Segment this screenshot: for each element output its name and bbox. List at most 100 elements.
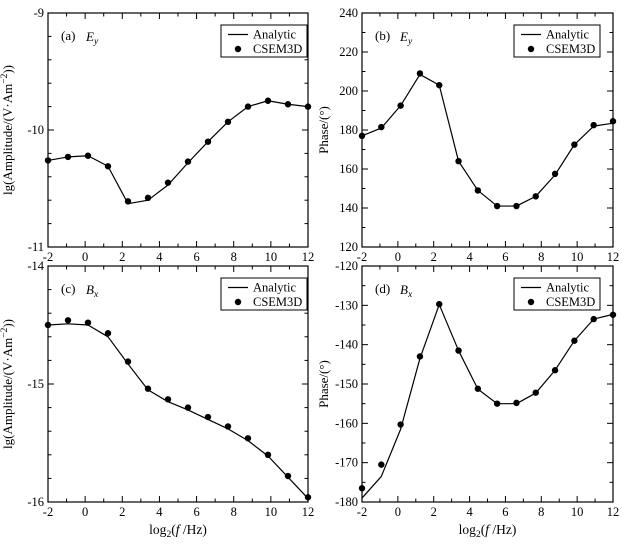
data-point <box>204 413 212 421</box>
data-point <box>378 123 385 131</box>
x-tick-label: 0 <box>395 505 401 519</box>
legend-label-analytic: Analytic <box>546 281 589 295</box>
data-point <box>474 187 482 194</box>
x-tick-labels-c: -2 0 2 4 6 8 10 12 <box>43 505 314 519</box>
y-tick-label: 180 <box>339 123 358 137</box>
data-point <box>164 179 172 186</box>
x-tick-label: 12 <box>302 250 315 264</box>
data-point <box>455 158 462 165</box>
y-tick-labels-d: -120 -130 -140 -150 -160 -170 -180 <box>335 259 358 509</box>
data-point <box>164 396 172 403</box>
data-point <box>224 118 232 126</box>
x-tick-label: 0 <box>82 505 88 519</box>
x-tick-label: 4 <box>156 505 163 519</box>
data-point <box>358 132 366 140</box>
csem3d-points-a <box>44 97 312 205</box>
x-tick-label: 2 <box>431 250 437 264</box>
y-axis-label-c: lg(Amplitude/(V·Am−2)) <box>0 319 15 449</box>
legend-label-csem3d: CSEM3D <box>253 295 302 309</box>
legend-label-analytic: Analytic <box>546 28 589 42</box>
subplot-d: -2 0 2 4 6 8 10 12 -120 -130 -140 -150 -160 -170 -180 (… <box>316 259 619 540</box>
data-point <box>84 152 92 159</box>
y-axis-label-b: Phase/(°) <box>316 106 331 154</box>
data-point <box>474 385 482 392</box>
y-tick-label: -11 <box>28 240 44 254</box>
axis-ticks-c <box>47 265 309 503</box>
data-point <box>571 141 578 148</box>
data-point <box>551 170 559 178</box>
field-symbol-b: Ey <box>399 29 413 47</box>
y-tick-label: 220 <box>339 45 358 59</box>
data-point <box>532 389 539 396</box>
x-tick-labels-b: -2 0 2 4 6 8 10 12 <box>357 250 619 264</box>
y-tick-label: 140 <box>339 201 358 215</box>
x-tick-label: -2 <box>43 250 53 264</box>
y-tick-label: -120 <box>335 259 358 273</box>
data-point <box>397 421 404 428</box>
data-point <box>436 300 443 308</box>
y-tick-labels-c: -14 -15 -16 <box>27 259 44 509</box>
x-tick-label: 10 <box>265 250 278 264</box>
x-tick-label: 12 <box>302 505 315 519</box>
legend-label-csem3d: CSEM3D <box>546 295 595 309</box>
data-point <box>284 472 292 480</box>
y-tick-label: -9 <box>34 6 44 20</box>
legend-label-csem3d: CSEM3D <box>253 42 302 56</box>
y-tick-label: -10 <box>27 123 44 137</box>
x-tick-label: 8 <box>538 250 544 264</box>
x-tick-label: 10 <box>571 505 584 519</box>
y-tick-label: -14 <box>27 259 44 273</box>
data-point <box>284 101 292 108</box>
data-point <box>571 337 578 344</box>
y-tick-labels-a: -9 -10 -11 <box>27 6 44 254</box>
panel-label-d: (d) <box>375 281 390 296</box>
axis-ticks-a <box>47 12 309 248</box>
y-tick-label: 160 <box>339 162 358 176</box>
x-tick-label: 10 <box>571 250 584 264</box>
legend-label-analytic: Analytic <box>253 281 296 295</box>
csem3d-points-b <box>358 70 617 210</box>
y-axis-label-d: Phase/(°) <box>316 360 331 408</box>
data-point <box>44 157 52 164</box>
data-point <box>493 202 501 210</box>
data-point <box>609 311 617 318</box>
data-point <box>264 97 272 104</box>
x-axis-label-d: log2(f /Hz) <box>459 522 517 540</box>
x-tick-labels-a: -2 0 2 4 6 8 10 12 <box>43 250 314 264</box>
legend-box <box>220 277 308 311</box>
data-point <box>184 404 192 411</box>
y-axis-label-a: lg(Amplitude/(V·Am−2)) <box>0 65 15 195</box>
axis-ticks-b <box>361 12 614 248</box>
x-tick-label: 0 <box>82 250 88 264</box>
data-point <box>609 118 617 125</box>
data-point <box>551 367 559 374</box>
x-tick-label: 12 <box>607 505 620 519</box>
csem3d-points-d <box>358 300 617 492</box>
x-tick-label: 4 <box>466 505 473 519</box>
x-tick-label: 6 <box>502 250 508 264</box>
x-tick-label: -2 <box>357 250 367 264</box>
analytic-line-c <box>47 323 309 499</box>
x-axis-label-c: log2(f /Hz) <box>149 522 207 540</box>
legend-label-analytic: Analytic <box>253 28 296 42</box>
x-tick-label: 8 <box>231 250 237 264</box>
legend-box <box>513 24 601 58</box>
subplot-b: -2 0 2 4 6 8 10 12 240 220 200 180 160 140 120 (b) Ey Ana… <box>316 6 619 264</box>
x-tick-label: 6 <box>502 505 508 519</box>
legend-point-sample <box>234 298 242 306</box>
y-tick-label: 240 <box>339 6 358 20</box>
data-point <box>104 330 112 337</box>
y-tick-label: -170 <box>335 456 358 470</box>
data-point <box>144 385 152 392</box>
y-tick-label: -15 <box>27 377 44 391</box>
panel-label-b: (b) <box>375 28 390 43</box>
x-tick-label: -2 <box>357 505 367 519</box>
data-point <box>64 317 72 324</box>
analytic-line-b <box>361 73 614 207</box>
